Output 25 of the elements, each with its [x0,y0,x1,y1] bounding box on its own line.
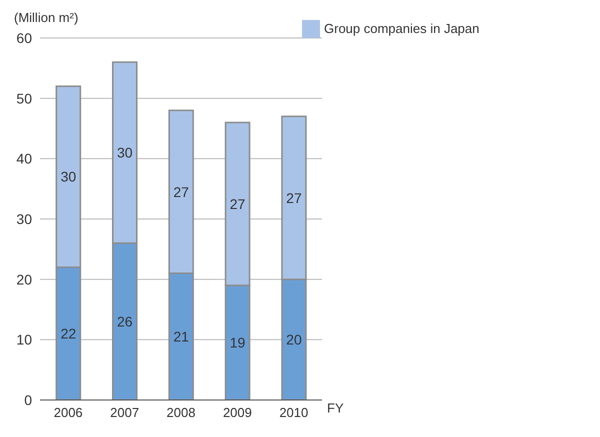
x-tick-label: 2006 [54,405,83,420]
data-label: 30 [116,144,133,161]
y-tick-label: 10 [16,332,32,348]
legend-label: Group companies in Japan [324,21,480,36]
data-label: 27 [173,184,190,200]
data-label: 26 [116,314,133,330]
y-tick-label: 20 [16,271,32,288]
data-label: 20 [286,332,302,348]
y-tick-label: 40 [16,150,32,167]
data-label: 27 [230,196,246,212]
y-axis-title: (Million m²) [14,10,78,25]
x-tick-label: 2007 [110,405,140,420]
x-tick-label: 2008 [166,405,196,420]
data-label: 21 [173,328,190,345]
x-tick-label: 2009 [222,405,252,420]
y-tick-label: 0 [24,392,32,408]
data-label: 27 [286,190,302,206]
y-tick-label: 50 [16,90,32,106]
data-label: 30 [60,168,76,185]
data-label: 19 [230,334,246,351]
x-tick-label: 2010 [279,405,308,420]
y-tick-label: 30 [16,210,32,227]
y-tick-label: 60 [16,30,32,46]
data-label: 22 [60,326,76,342]
x-axis-title: FY [327,400,344,416]
